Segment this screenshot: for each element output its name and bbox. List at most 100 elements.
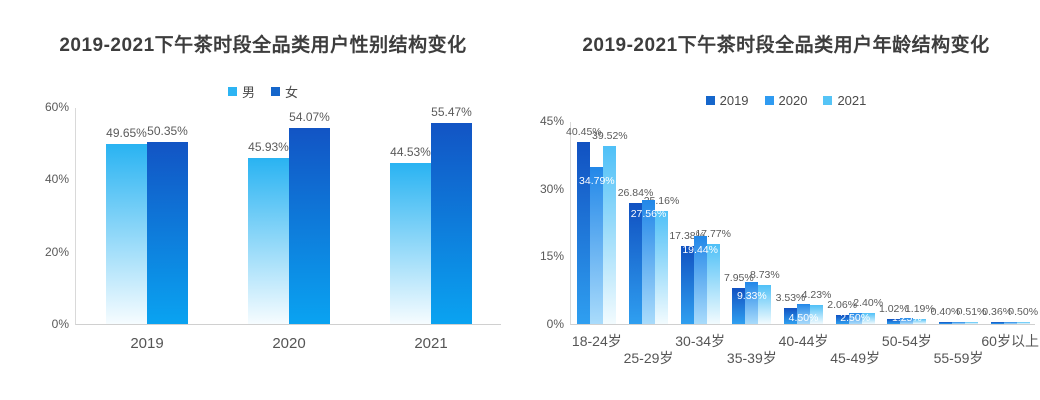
bar-2019-18-24岁 [577, 141, 591, 324]
bar-2019-45-49岁 [835, 314, 849, 324]
value-label-2019-50-54岁: 1.02% [878, 303, 909, 316]
x-tick-label-40-44岁: 40-44岁 [778, 333, 829, 349]
x-tick-label-2019: 2019 [130, 335, 164, 352]
x-tick-label-60岁以上: 60岁以上 [981, 333, 1039, 349]
legend-item-2019: 2019 [705, 93, 749, 108]
y-tick-label: 0% [546, 317, 564, 331]
bar-2019-55-59岁 [939, 322, 952, 324]
bar-男-2021 [390, 162, 431, 324]
value-label-2020-45-49岁: 2.50% [840, 312, 871, 324]
bar-2021-40-44岁 [810, 304, 823, 324]
value-label-2019-40-44岁: 3.53% [775, 292, 806, 305]
bar-2021-35-39岁 [758, 284, 772, 324]
legend-swatch [823, 96, 833, 105]
bar-2021-18-24岁 [603, 145, 617, 324]
legend-swatch [705, 96, 715, 105]
bar-2021-55-59岁 [965, 321, 978, 324]
value-label-男-2020: 45.93% [248, 139, 289, 154]
y-tick-label: 30% [539, 181, 564, 196]
bar-2020-50-54岁 [900, 318, 914, 324]
value-label-男-2019: 49.65% [106, 126, 147, 141]
value-label-2021-18-24岁: 39.52% [592, 129, 628, 142]
bar-男-2020 [248, 157, 289, 324]
x-tick-label-2021: 2021 [414, 335, 448, 352]
x-tick-label-2020: 2020 [272, 335, 306, 352]
bar-2021-25-29岁 [655, 210, 668, 324]
bar-2021-45-49岁 [861, 313, 875, 324]
legend-swatch [227, 87, 237, 96]
legend-swatch [764, 96, 774, 105]
bar-2021-50-54岁 [913, 318, 927, 324]
bar-2020-40-44岁 [797, 303, 810, 324]
bar-2019-50-54岁 [887, 319, 901, 324]
bar-2021-30-34岁 [706, 243, 720, 324]
bar-2020-25-29岁 [642, 199, 655, 324]
value-label-2020-40-44岁: 4.50% [788, 311, 819, 324]
age-chart-title: 2019-2021下午茶时段全品类用户年龄结构变化 [582, 35, 990, 56]
x-tick-label-30-34岁: 30-34岁 [675, 333, 726, 349]
value-label-2019-45-49岁: 2.06% [827, 298, 858, 311]
bar-2020-45-49岁 [848, 312, 862, 324]
gender-chart-title: 2019-2021下午茶时段全品类用户性别结构变化 [59, 35, 467, 56]
bar-2021-60岁以上 [1016, 321, 1030, 324]
x-tick-label-25-29岁: 25-29岁 [623, 350, 674, 366]
bar-男-2019 [106, 144, 147, 324]
x-tick-label-45-49岁: 45-49岁 [830, 350, 881, 366]
x-tick-label-18-24岁: 18-24岁 [571, 333, 622, 349]
legend-item-2021: 2021 [823, 93, 866, 108]
value-label-2019-60岁以上: 0.36% [982, 306, 1013, 319]
bar-2020-30-34岁 [693, 236, 707, 324]
bar-2019-35-39岁 [732, 288, 746, 324]
value-label-2021-40-44岁: 4.23% [801, 288, 832, 301]
bar-女-2020 [289, 128, 330, 324]
value-label-2020-25-29岁: 27.56% [630, 207, 667, 220]
x-tick-label-50-54岁: 50-54岁 [881, 333, 932, 349]
legend-label: 2019 [719, 93, 749, 108]
age-chart-plot: 0% 15% 30% 45% 40.45% 34.79% 39.52% 18-24岁 26.84… [540, 114, 1039, 366]
y-tick-label: 60% [44, 100, 69, 114]
value-label-2019-35-39岁: 7.95% [723, 272, 754, 285]
value-label-女-2021: 55.47% [431, 105, 472, 120]
value-label-2020-55-59岁: 0.55% [943, 312, 974, 324]
age-structure-chart: 2019-2021下午茶时段全品类用户年龄结构变化 2019 2020 2021 0… [540, 30, 1039, 366]
bar-2019-25-29岁 [629, 202, 642, 324]
bar-2019-60岁以上 [990, 322, 1004, 324]
y-tick-label: 15% [539, 249, 564, 264]
bar-2020-60岁以上 [1003, 321, 1017, 324]
gender-structure-chart: 2019-2021下午茶时段全品类用户性别结构变化 男女 0% 20% 40% 60%… [28, 30, 501, 352]
legend-item-男: 男 [227, 82, 255, 101]
value-label-男-2021: 44.53% [390, 144, 431, 159]
value-label-女-2019: 50.35% [147, 123, 188, 138]
y-tick-label: 45% [539, 114, 564, 128]
legend-label: 2020 [778, 93, 808, 108]
value-label-2021-35-39岁: 8.73% [749, 268, 780, 281]
value-label-2021-45-49岁: 2.40% [853, 297, 884, 310]
value-label-2020-30-34岁: 19.44% [682, 244, 718, 257]
value-label-2021-50-54岁: 1.19% [904, 302, 935, 315]
legend-label: 男 [241, 85, 255, 100]
bar-2020-18-24岁 [590, 167, 604, 324]
y-tick-label: 20% [44, 244, 69, 259]
gender-chart-plot: 0% 20% 40% 60% 49.65% 50.35% 2019 45.93% 54.07% 2… [45, 100, 501, 352]
value-label-女-2020: 54.07% [289, 110, 330, 125]
value-label-2020-18-24岁: 34.79% [579, 175, 615, 188]
legend-item-2020: 2020 [764, 93, 808, 108]
value-label-2020-60岁以上: 0.55% [995, 312, 1026, 324]
x-tick-label-55-59岁: 55-59岁 [933, 350, 984, 366]
bar-2020-55-59岁 [952, 321, 965, 324]
value-label-2020-50-54岁: 1.25% [891, 312, 922, 324]
age-chart-legend: 2019 2020 2021 [540, 93, 1032, 108]
x-tick-label-35-39岁: 35-39岁 [726, 350, 777, 366]
value-label-2019-25-29岁: 26.84% [617, 186, 654, 199]
gender-chart-legend: 男女 [28, 82, 498, 101]
legend-label: 女 [285, 85, 299, 100]
legend-swatch [271, 87, 280, 96]
legend-label: 2021 [837, 93, 867, 108]
bar-女-2021 [431, 123, 472, 324]
bar-2019-30-34岁 [680, 245, 694, 324]
value-label-2021-60岁以上: 0.50% [1008, 305, 1039, 318]
bar-2019-40-44岁 [784, 308, 797, 324]
value-label-2020-35-39岁: 9.33% [736, 289, 767, 302]
value-label-2019-18-24岁: 40.45% [566, 125, 602, 138]
value-label-2019-55-59岁: 0.40% [930, 306, 961, 319]
